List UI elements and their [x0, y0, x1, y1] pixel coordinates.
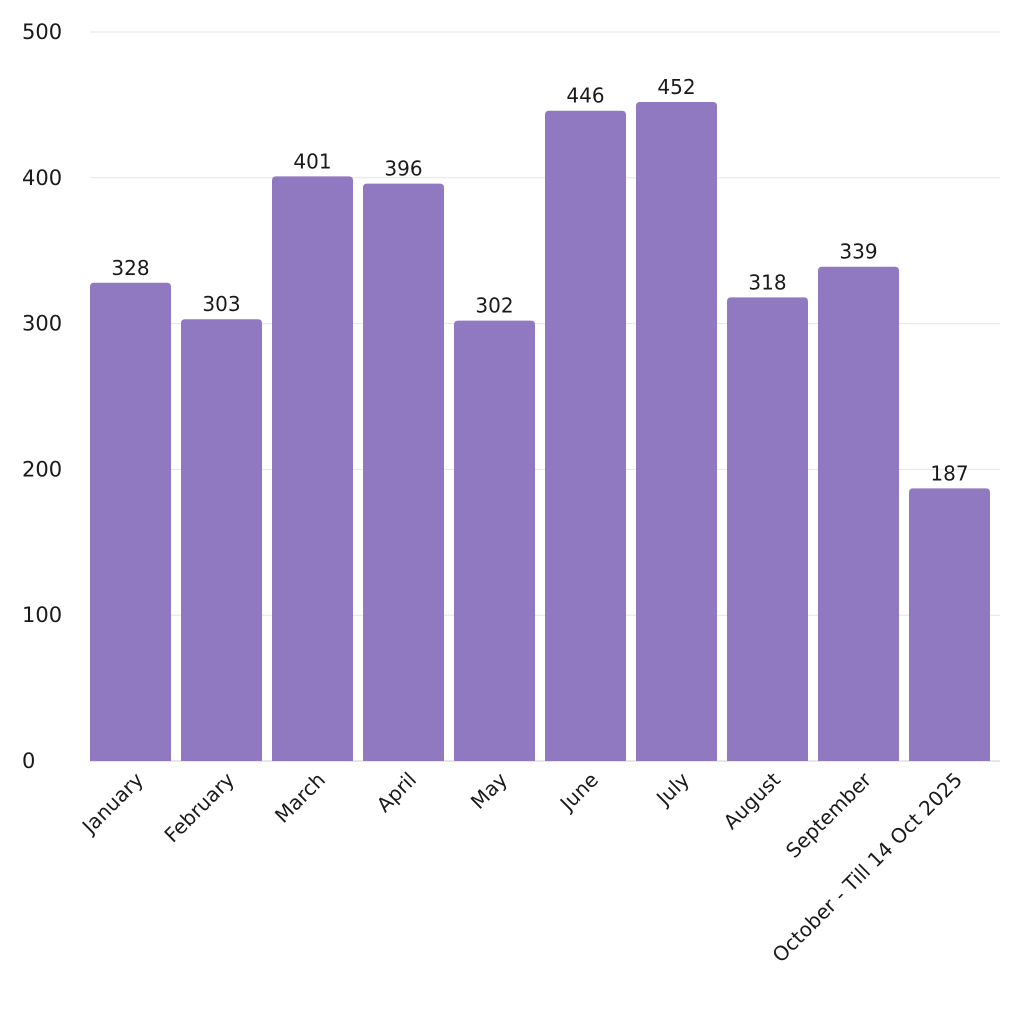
y-tick-label: 100 — [22, 603, 62, 627]
y-tick-label: 400 — [22, 166, 62, 190]
y-tick-label: 0 — [22, 749, 35, 773]
x-tick-label: August — [719, 767, 786, 834]
x-tick-label: March — [270, 768, 330, 828]
bar — [818, 266, 899, 761]
bar — [363, 183, 444, 761]
x-tick-label: September — [781, 767, 877, 863]
bar — [181, 319, 262, 761]
bar — [454, 320, 535, 761]
data-label: 303 — [202, 292, 240, 316]
y-axis: 0 100 200 300 400 500 — [22, 20, 62, 773]
x-tick-label: June — [554, 768, 603, 817]
y-tick-label: 300 — [22, 312, 62, 336]
x-tick-label: January — [76, 767, 148, 839]
bar — [727, 297, 808, 761]
bar — [545, 110, 626, 762]
data-label: 328 — [111, 256, 149, 280]
data-label: 339 — [839, 240, 877, 264]
bar — [90, 282, 171, 761]
bar — [636, 101, 717, 761]
data-label: 318 — [748, 270, 786, 294]
x-tick-label: October - Till 14 Oct 2025 — [767, 768, 967, 968]
x-tick-label: February — [159, 767, 239, 847]
y-tick-label: 500 — [22, 20, 62, 44]
data-label: 452 — [657, 75, 695, 99]
x-axis: January February March April May June July Augu… — [76, 767, 967, 967]
data-label: 401 — [293, 149, 331, 173]
bar — [272, 176, 353, 762]
x-tick-label: May — [466, 767, 512, 813]
y-tick-label: 200 — [22, 457, 62, 481]
data-label: 187 — [930, 461, 968, 485]
data-label: 396 — [384, 157, 422, 181]
bars — [90, 101, 990, 762]
x-tick-label: July — [650, 767, 694, 811]
data-label: 302 — [475, 294, 513, 318]
bar — [909, 488, 990, 761]
data-label: 446 — [566, 84, 604, 108]
x-tick-label: April — [372, 768, 421, 817]
data-labels: 328 303 401 396 302 446 452 318 339 187 — [111, 75, 968, 485]
